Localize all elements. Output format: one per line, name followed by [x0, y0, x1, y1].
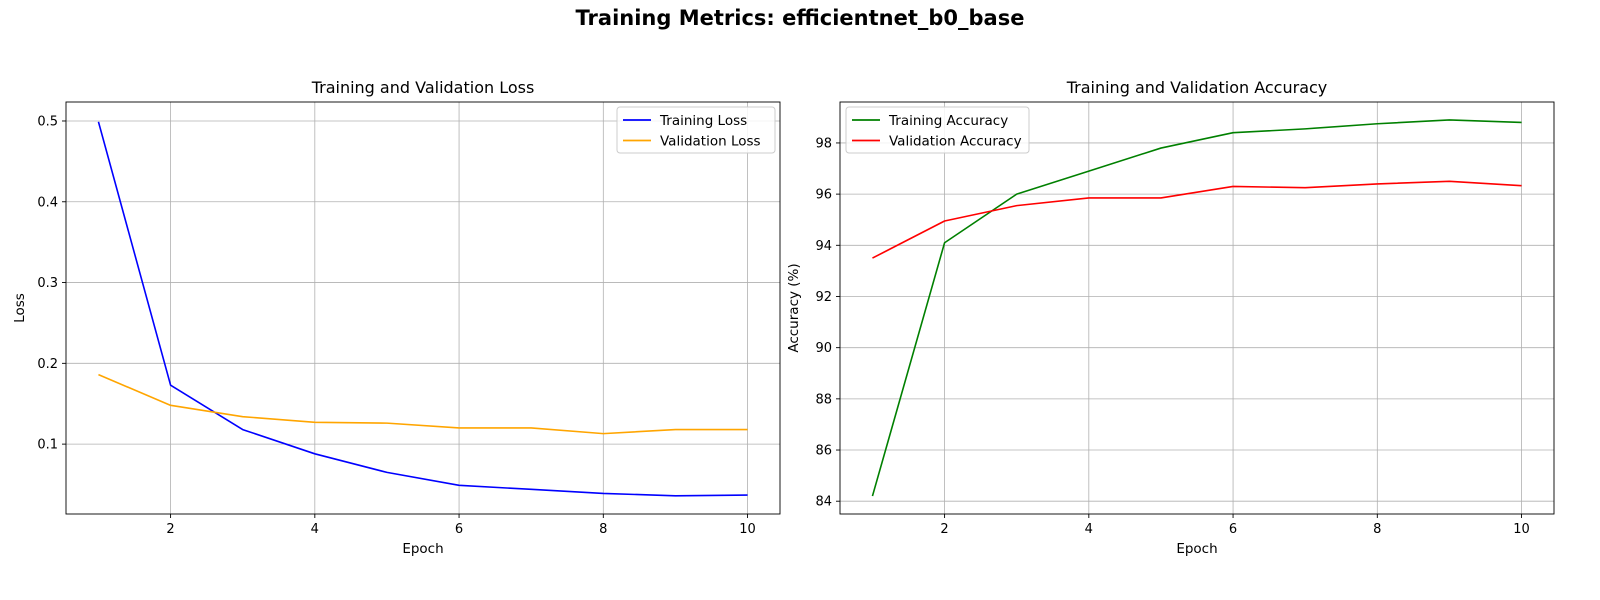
- loss-y-tick-label: 0.2: [37, 357, 58, 372]
- figure-title: Training Metrics: efficientnet_b0_base: [575, 6, 1025, 30]
- loss-y-axis-label: Loss: [12, 293, 28, 323]
- loss-x-tick-label: 4: [311, 522, 319, 537]
- loss-axes-frame: [65, 101, 781, 515]
- loss-y-tick-label: 0.1: [37, 438, 58, 453]
- accuracy-legend-label-2: Validation Accuracy: [889, 134, 1022, 150]
- accuracy-y-tick-label: 92: [815, 290, 832, 305]
- loss-chart-panel: 2 4 6 8 10 0.1 0.2 0.3 0.4 0.5 Training and Valida…: [12, 78, 781, 557]
- accuracy-y-tick-label: 84: [815, 495, 832, 510]
- loss-x-tick-label: 8: [599, 522, 607, 537]
- loss-chart-title: Training and Validation Loss: [311, 78, 535, 97]
- accuracy-y-tick-label: 86: [815, 444, 832, 459]
- accuracy-y-tick-label: 98: [815, 136, 832, 151]
- loss-y-tick-label: 0.5: [37, 114, 58, 129]
- loss-x-tick-label: 10: [739, 522, 756, 537]
- accuracy-y-tick-label: 96: [815, 188, 832, 203]
- loss-legend-box: [616, 106, 776, 154]
- loss-y-tick-label: 0.4: [37, 195, 58, 210]
- accuracy-x-tick-label: 2: [940, 522, 948, 537]
- loss-legend: Training Loss Validation Loss: [616, 106, 776, 154]
- loss-y-tick-label: 0.3: [37, 276, 58, 291]
- loss-x-axis-label: Epoch: [402, 541, 443, 557]
- accuracy-x-tick-label: 4: [1085, 522, 1093, 537]
- accuracy-chart-title: Training and Validation Accuracy: [1066, 78, 1328, 97]
- accuracy-y-axis-label: Accuracy (%): [786, 263, 802, 352]
- accuracy-legend-label-1: Training Accuracy: [888, 113, 1008, 129]
- accuracy-x-tick-label: 8: [1373, 522, 1381, 537]
- accuracy-x-axis-label: Epoch: [1176, 541, 1217, 557]
- accuracy-y-tick-label: 94: [815, 239, 832, 254]
- accuracy-chart-panel: 2 4 6 8 10 84 86 88 90 92 94 96 98 Training and Valid…: [786, 78, 1555, 557]
- accuracy-axes-frame: [839, 101, 1555, 515]
- accuracy-x-tick-label: 6: [1229, 522, 1237, 537]
- accuracy-x-tick-label: 10: [1513, 522, 1530, 537]
- accuracy-legend: Training Accuracy Validation Accuracy: [845, 106, 1030, 154]
- accuracy-legend-box: [845, 106, 1030, 154]
- accuracy-series-line-2: [872, 180, 1522, 259]
- loss-x-tick-label: 6: [455, 522, 463, 537]
- loss-legend-label-2: Validation Loss: [660, 134, 761, 150]
- loss-legend-label-1: Training Loss: [659, 113, 747, 129]
- accuracy-y-tick-label: 90: [815, 341, 832, 356]
- loss-series-line-2: [98, 373, 748, 435]
- accuracy-y-tick-label: 88: [815, 392, 832, 407]
- loss-series-line-1: [97, 121, 748, 497]
- loss-x-tick-label: 2: [166, 522, 174, 537]
- accuracy-series-line-1: [871, 119, 1522, 497]
